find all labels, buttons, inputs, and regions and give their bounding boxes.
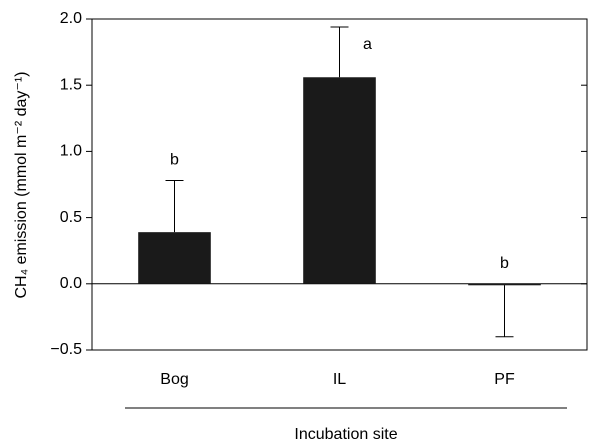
x-tick-label: Bog bbox=[160, 371, 188, 388]
bar bbox=[468, 283, 541, 286]
x-tick-label: PF bbox=[494, 371, 515, 388]
y-tick-label: 2.0 bbox=[60, 10, 82, 27]
error-bar bbox=[165, 180, 184, 233]
significance-letter: b bbox=[170, 152, 179, 169]
error-bar bbox=[330, 26, 349, 78]
x-tick-label: IL bbox=[333, 371, 346, 388]
y-tick-label: 0.5 bbox=[60, 209, 82, 226]
significance-letter: b bbox=[500, 255, 509, 272]
plot-frame bbox=[91, 18, 588, 351]
y-tick-label: 0.0 bbox=[60, 275, 82, 292]
x-axis-label: Incubation site bbox=[294, 426, 397, 443]
y-axis-label: CH₄ emission (mmol m⁻² day⁻¹) bbox=[13, 72, 30, 299]
y-tick-label: −0.5 bbox=[50, 341, 82, 358]
error-bar bbox=[495, 285, 514, 338]
y-tick-label: 1.5 bbox=[60, 76, 82, 93]
bar bbox=[138, 232, 211, 284]
bar bbox=[303, 77, 376, 284]
significance-letter: a bbox=[363, 36, 372, 53]
y-tick-label: 1.0 bbox=[60, 143, 82, 160]
